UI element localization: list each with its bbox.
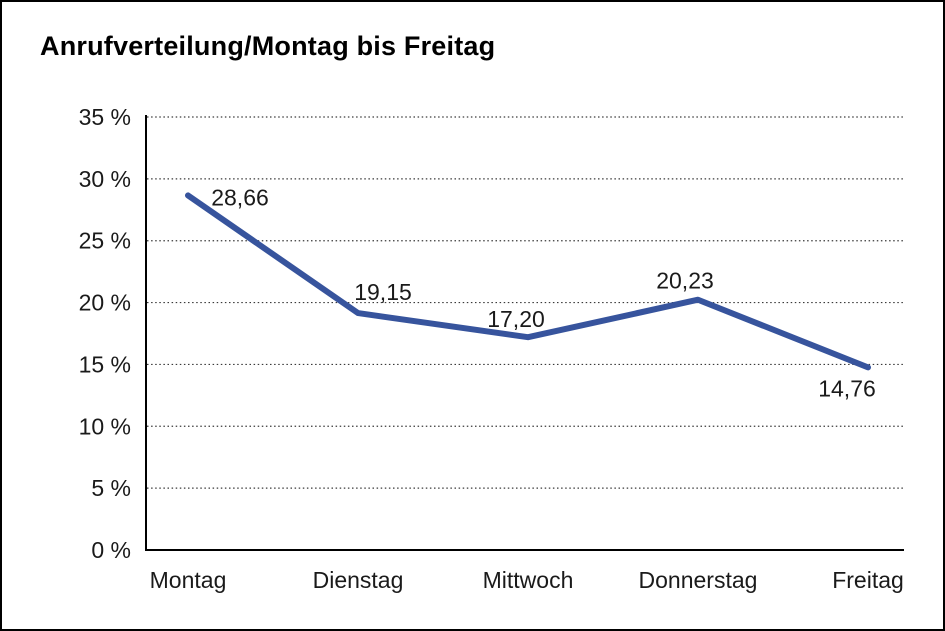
data-label: 28,66 [211,184,269,210]
y-tick-label: 30 % [79,166,131,192]
data-label: 17,20 [487,306,545,332]
y-tick-label: 15 % [79,351,131,377]
chart-title: Anrufverteilung/Montag bis Freitag [40,31,496,61]
data-label: 20,23 [656,268,714,294]
x-category-label: Donnerstag [639,567,758,593]
x-category-label: Dienstag [313,567,404,593]
x-category-label: Freitag [832,567,904,593]
y-tick-label: 20 % [79,290,131,316]
y-tick-label: 0 % [91,537,131,563]
data-label: 19,15 [354,279,412,305]
y-tick-label: 5 % [91,475,131,501]
x-category-label: Mittwoch [483,567,574,593]
x-category-label: Montag [150,567,227,593]
y-tick-label: 25 % [79,228,131,254]
data-label: 14,76 [818,375,876,401]
data-line [185,192,871,371]
y-tick-label: 10 % [79,413,131,439]
y-tick-label: 35 % [79,104,131,130]
